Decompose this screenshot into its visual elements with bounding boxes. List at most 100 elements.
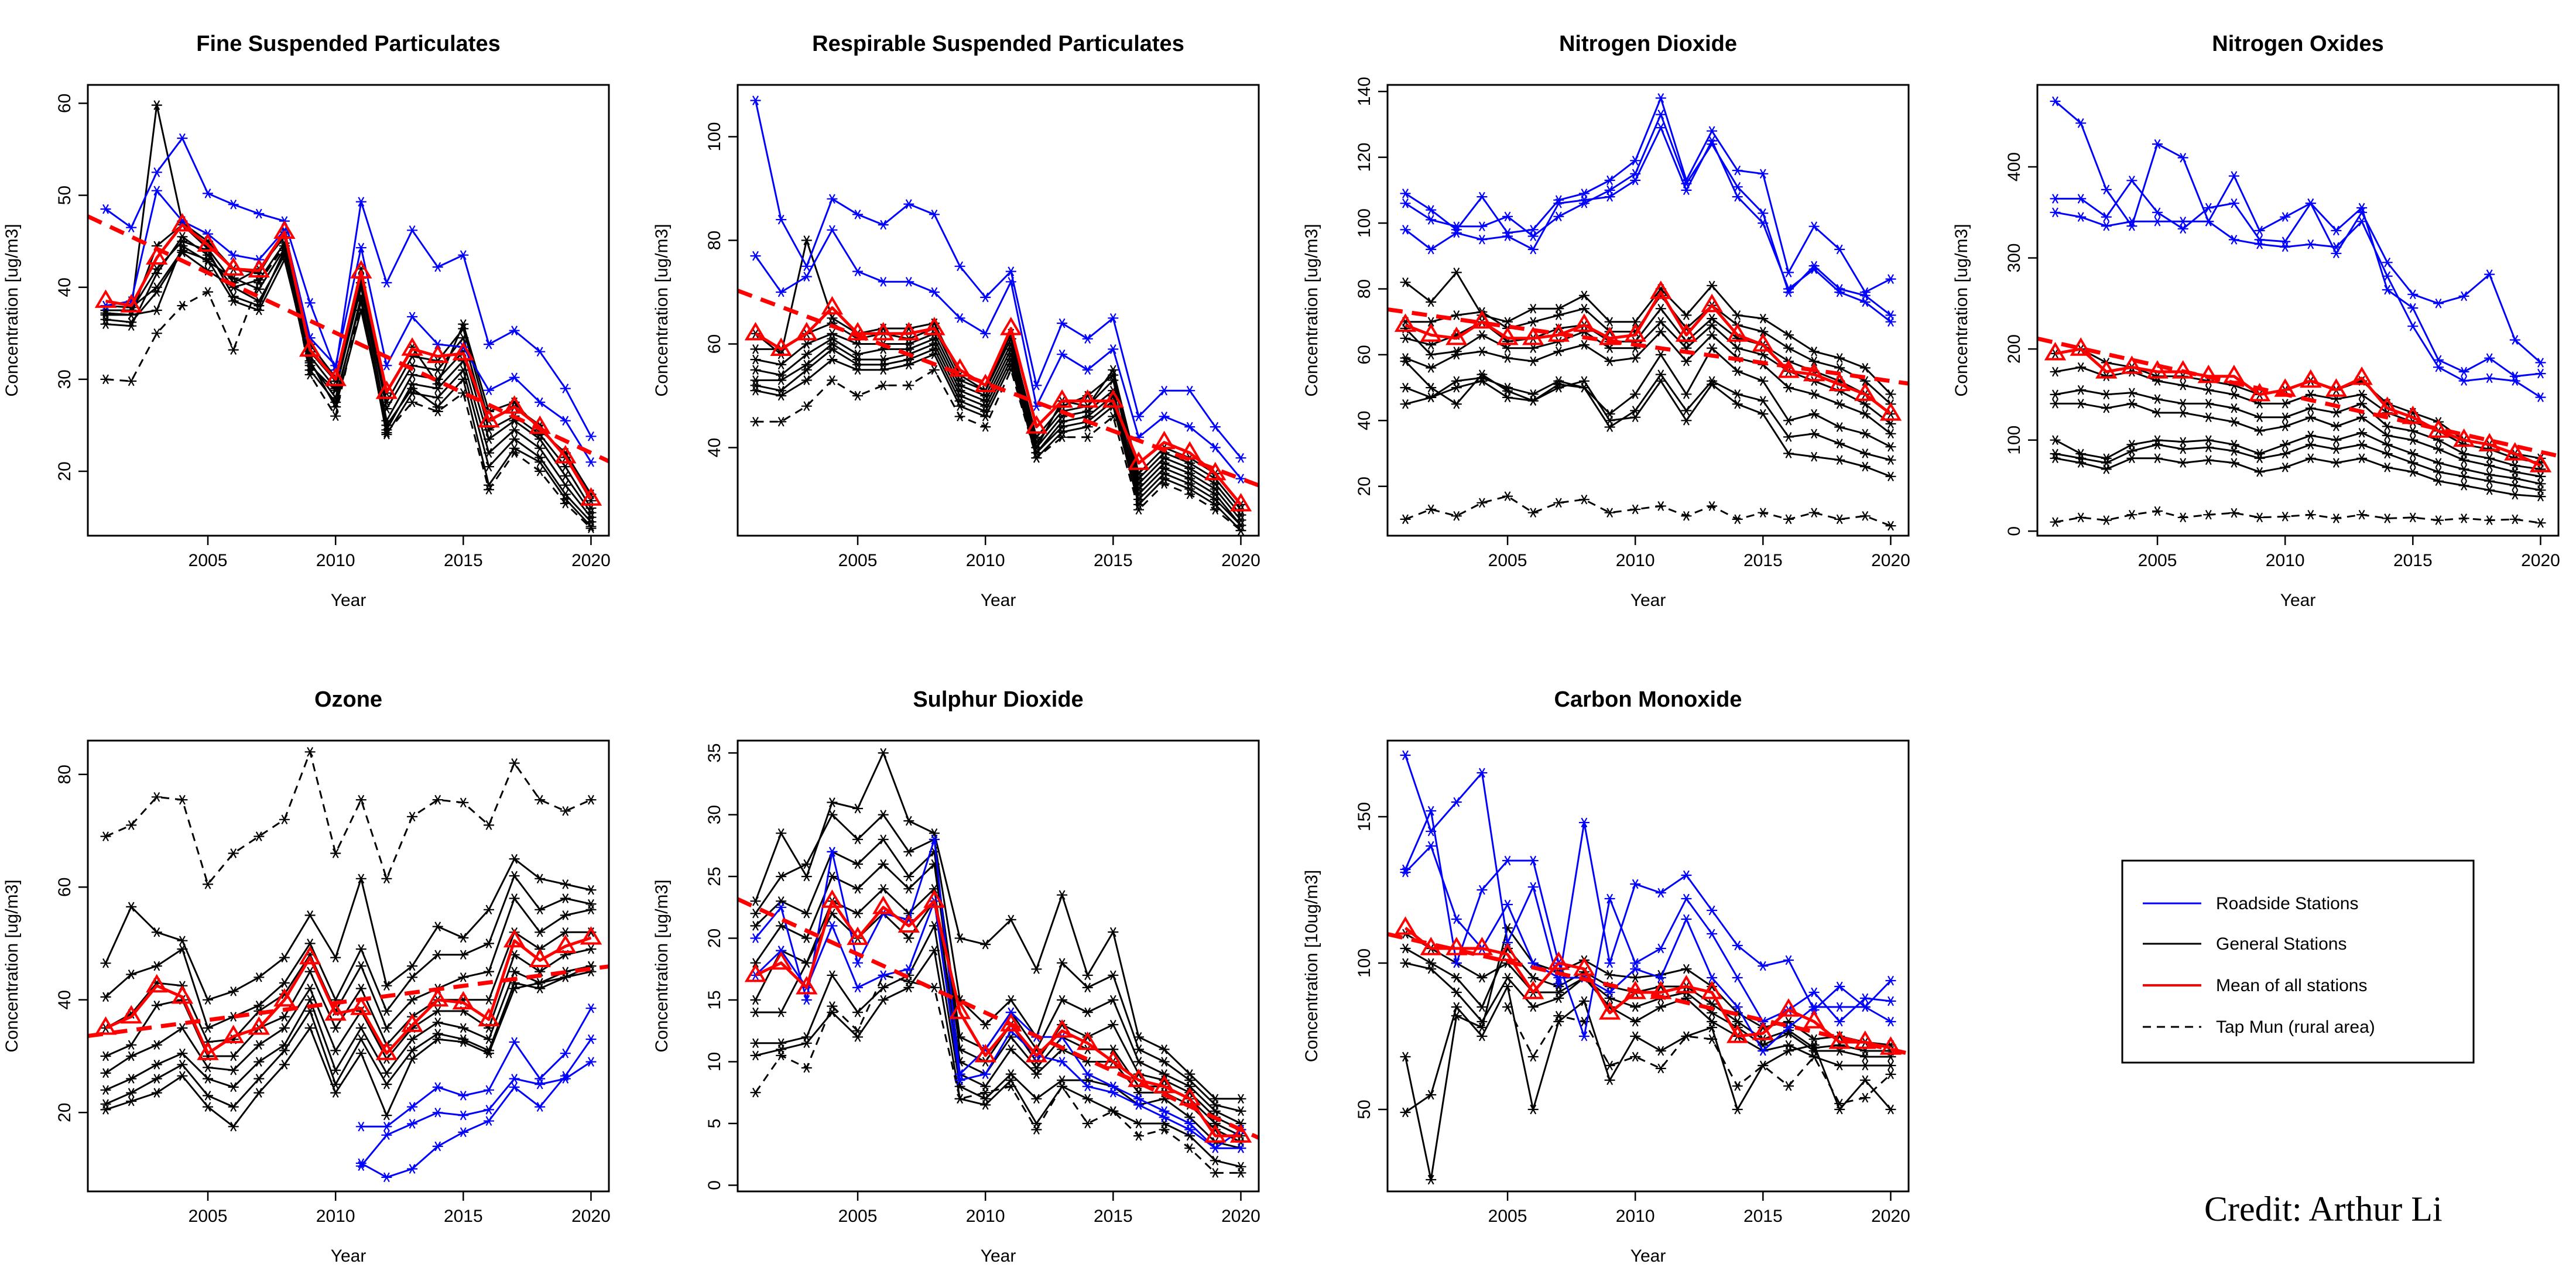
roadside-series-0-point: [1005, 1007, 1016, 1018]
general-series-4-point: [2305, 430, 2316, 441]
general-series-6-point: [228, 1102, 239, 1112]
general-series-6-point: [2228, 458, 2239, 468]
general-series-4-point: [585, 512, 597, 522]
roadside-series-0-point: [2382, 257, 2393, 268]
x-tick-label: 2010: [316, 551, 355, 570]
general-series-3-point: [151, 305, 162, 316]
rural-series-point: [177, 300, 188, 311]
roadside-series-1-point: [929, 287, 940, 297]
general-series-2-point: [151, 978, 162, 988]
general-series-7-point: [1604, 415, 1615, 426]
general-series-2-point: [1553, 323, 1564, 334]
roadside-series-2-point: [381, 1130, 392, 1140]
general-series-1-point: [585, 495, 597, 506]
roadside-series-1-point: [980, 328, 991, 339]
general-series-4-point: [2101, 453, 2112, 464]
rural-series-point: [407, 811, 418, 822]
general-series-2-point: [929, 847, 940, 857]
general-series-2-point: [1108, 375, 1119, 385]
general-series-3-point: [1527, 343, 1539, 353]
roadside-series-1-point: [1235, 1143, 1246, 1153]
general-series-0-point: [304, 910, 316, 920]
mean-series-line: [105, 223, 592, 500]
general-series-6-point: [254, 1074, 265, 1084]
general-series-1-point: [2228, 389, 2239, 400]
general-series-4-point: [2254, 448, 2265, 459]
y-tick-label: 100: [705, 122, 724, 151]
x-tick-label: 2005: [189, 551, 228, 570]
general-series-6-point: [432, 1029, 443, 1039]
mean-series-point: [923, 317, 946, 335]
general-series-4-point: [484, 448, 494, 458]
general-series-1-point: [100, 310, 111, 320]
roadside-series-2-point: [1604, 987, 1615, 998]
y-tick-label: 100: [1355, 208, 1374, 238]
general-series-3-point: [929, 334, 940, 344]
plot-frame: [737, 739, 1260, 1193]
roadside-series-1-line: [1405, 114, 1892, 316]
general-series-4-point: [279, 250, 290, 261]
general-series-3-point: [560, 927, 571, 937]
rural-series-point: [1235, 525, 1246, 536]
roadside-series-0-point: [1426, 205, 1437, 215]
general-series-5-point: [1808, 409, 1820, 419]
general-series-3-point: [1758, 350, 1769, 360]
general-series-5-point: [100, 1085, 111, 1095]
rural-series-point: [980, 1087, 991, 1098]
mean-series-point: [1598, 1001, 1621, 1020]
general-series-2-point: [381, 1023, 392, 1033]
general-series-6-point: [458, 1034, 469, 1044]
roadside-series-0-point: [1834, 244, 1845, 255]
rural-series-point: [432, 794, 443, 805]
rural-series-point: [954, 412, 965, 422]
roadside-series-0-point: [954, 261, 965, 272]
roadside-series-1-point: [1477, 885, 1488, 895]
x-tick-label: 2005: [838, 1207, 878, 1226]
general-series-3-point: [355, 984, 366, 994]
roadside-series-2-point: [1527, 244, 1539, 255]
general-series-5-point: [1451, 376, 1462, 386]
rural-series-point: [407, 397, 418, 407]
rural-series-point: [535, 466, 546, 477]
mean-series-point: [898, 914, 920, 933]
general-series-1-point: [1210, 1099, 1221, 1110]
general-series-2-point: [484, 967, 494, 977]
general-series-6: [1400, 369, 1896, 465]
x-axis-label: Year: [1630, 591, 1666, 610]
roadside-series-0-point: [2254, 225, 2265, 236]
general-series-7-point: [279, 1060, 290, 1070]
roadside-series-1-point: [381, 1172, 392, 1183]
general-series-0-point: [1502, 923, 1513, 933]
general-series-3-point: [1210, 484, 1221, 494]
y-tick-label: 80: [55, 765, 74, 784]
general-series-7-point: [1885, 471, 1896, 482]
roadside-series-1-point: [126, 296, 137, 306]
general-series-3-point: [355, 282, 366, 293]
general-series-3-point: [1451, 987, 1462, 998]
general-series-4-point: [1108, 1044, 1119, 1054]
roadside-series-1-point: [1604, 893, 1615, 904]
general-series-3-point: [484, 434, 494, 444]
general-series-0-point: [1133, 468, 1144, 479]
roadside-series-2-point: [2407, 321, 2419, 331]
roadside-series-0-point: [151, 167, 162, 177]
plot-area: [1388, 750, 1909, 1185]
y-tick-label: 80: [1355, 279, 1374, 299]
x-tick-label: 2015: [1743, 1207, 1783, 1226]
general-series-7-point: [1527, 396, 1539, 406]
roadside-series-1-point: [458, 1127, 469, 1138]
general-series-2-point: [228, 1034, 239, 1044]
general-series-0-point: [1834, 353, 1845, 363]
general-series-5-point: [878, 359, 889, 370]
roadside-series-0-point: [1235, 453, 1246, 463]
roadside-series-0-point: [1834, 981, 1845, 992]
general-series-4-point: [126, 1051, 137, 1061]
general-series-0-point: [177, 936, 188, 946]
rural-series-point: [801, 401, 812, 412]
x-tick-label: 2020: [1221, 551, 1260, 570]
general-series-3-point: [1005, 344, 1016, 354]
general-series-3-point: [2280, 421, 2291, 431]
general-series-4-point: [1005, 349, 1016, 359]
general-series-1-line: [755, 814, 1241, 1112]
roadside-series-0-point: [2177, 153, 2188, 163]
